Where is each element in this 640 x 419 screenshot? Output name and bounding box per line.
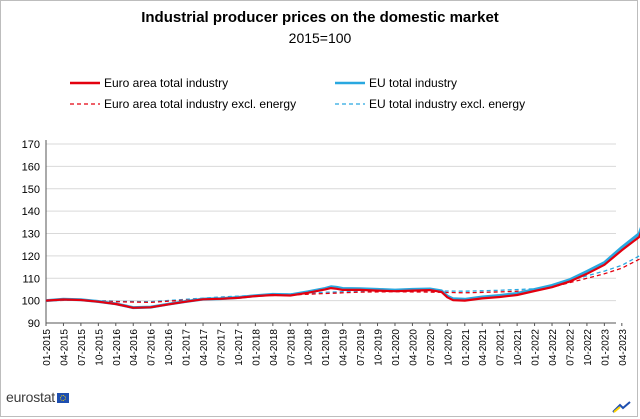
y-tick-label: 170 [22,139,40,151]
eu-flag-icon [57,393,69,403]
x-tick-label: 10-2021 [513,329,524,366]
series-line-eu-total-industry [45,226,640,310]
x-tick-label: 04-2016 [129,329,140,366]
y-tick-label: 150 [22,184,40,196]
x-tick-label: 10-2016 [164,329,175,366]
y-tick-label: 160 [22,161,40,173]
legend-label: EU total industry [369,76,457,90]
x-tick-label: 04-2020 [408,329,419,366]
x-tick-label: 07-2017 [216,329,227,366]
x-tick-label: 01-2021 [461,329,472,366]
x-tick-label: 07-2019 [356,329,367,366]
legend-label: Euro area total industry [104,76,228,90]
x-tick-label: 04-2021 [478,329,489,366]
x-tick-label: 04-2015 [59,329,70,366]
x-tick-label: 07-2015 [77,329,88,366]
x-tick-label: 07-2021 [496,329,507,366]
y-axis: 90 100 110 120 130 140 150 160 170 [22,139,47,330]
y-tick-label: 100 [22,296,40,308]
x-tick-label: 10-2018 [304,329,315,366]
y-tick-label: 130 [22,229,40,241]
x-axis: 01-2015 04-2015 07-2015 10-2015 01-2016 04-20… [42,322,629,366]
x-tick-label: 04-2023 [618,329,629,366]
chart-subtitle: 2015=100 [288,30,352,46]
y-tick-label: 110 [22,273,40,285]
chart-title: Industrial producer prices on the domest… [141,9,499,26]
series-layer [45,226,640,310]
x-tick-label: 10-2019 [374,329,385,366]
eurostat-logo: eurostat [6,389,69,405]
x-tick-label: 01-2017 [182,329,193,366]
x-tick-label: 04-2017 [199,329,210,366]
x-tick-label: 01-2015 [42,329,53,366]
legend-label: Euro area total industry excl. energy [104,97,296,111]
y-tick-label: 90 [28,318,40,330]
x-tick-label: 01-2023 [600,329,611,366]
x-tick-label: 01-2018 [251,329,262,366]
x-tick-label: 07-2016 [147,329,158,366]
x-tick-label: 10-2017 [234,329,245,366]
x-tick-label: 01-2020 [391,329,402,366]
series-line-euro-area-total-industry [45,231,640,309]
x-tick-label: 01-2022 [531,329,542,366]
x-tick-label: 01-2016 [112,329,123,366]
legend: Euro area total industry EU total industr… [70,76,525,111]
x-tick-label: 04-2019 [339,329,350,366]
x-tick-label: 04-2018 [269,329,280,366]
x-tick-label: 10-2015 [94,329,105,366]
y-tick-label: 140 [22,206,40,218]
y-tick-label: 120 [22,251,40,263]
logo-text: eurostat [6,389,55,405]
eurostat-mark-icon [612,401,631,413]
x-tick-label: 10-2022 [583,329,594,366]
x-tick-label: 10-2020 [443,329,454,366]
grid [46,143,616,324]
x-tick-label: 07-2022 [565,329,576,366]
x-tick-label: 01-2019 [321,329,332,366]
x-tick-label: 07-2018 [286,329,297,366]
legend-label: EU total industry excl. energy [369,97,525,111]
x-tick-label: 04-2022 [548,329,559,366]
x-tick-label: 07-2020 [426,329,437,366]
